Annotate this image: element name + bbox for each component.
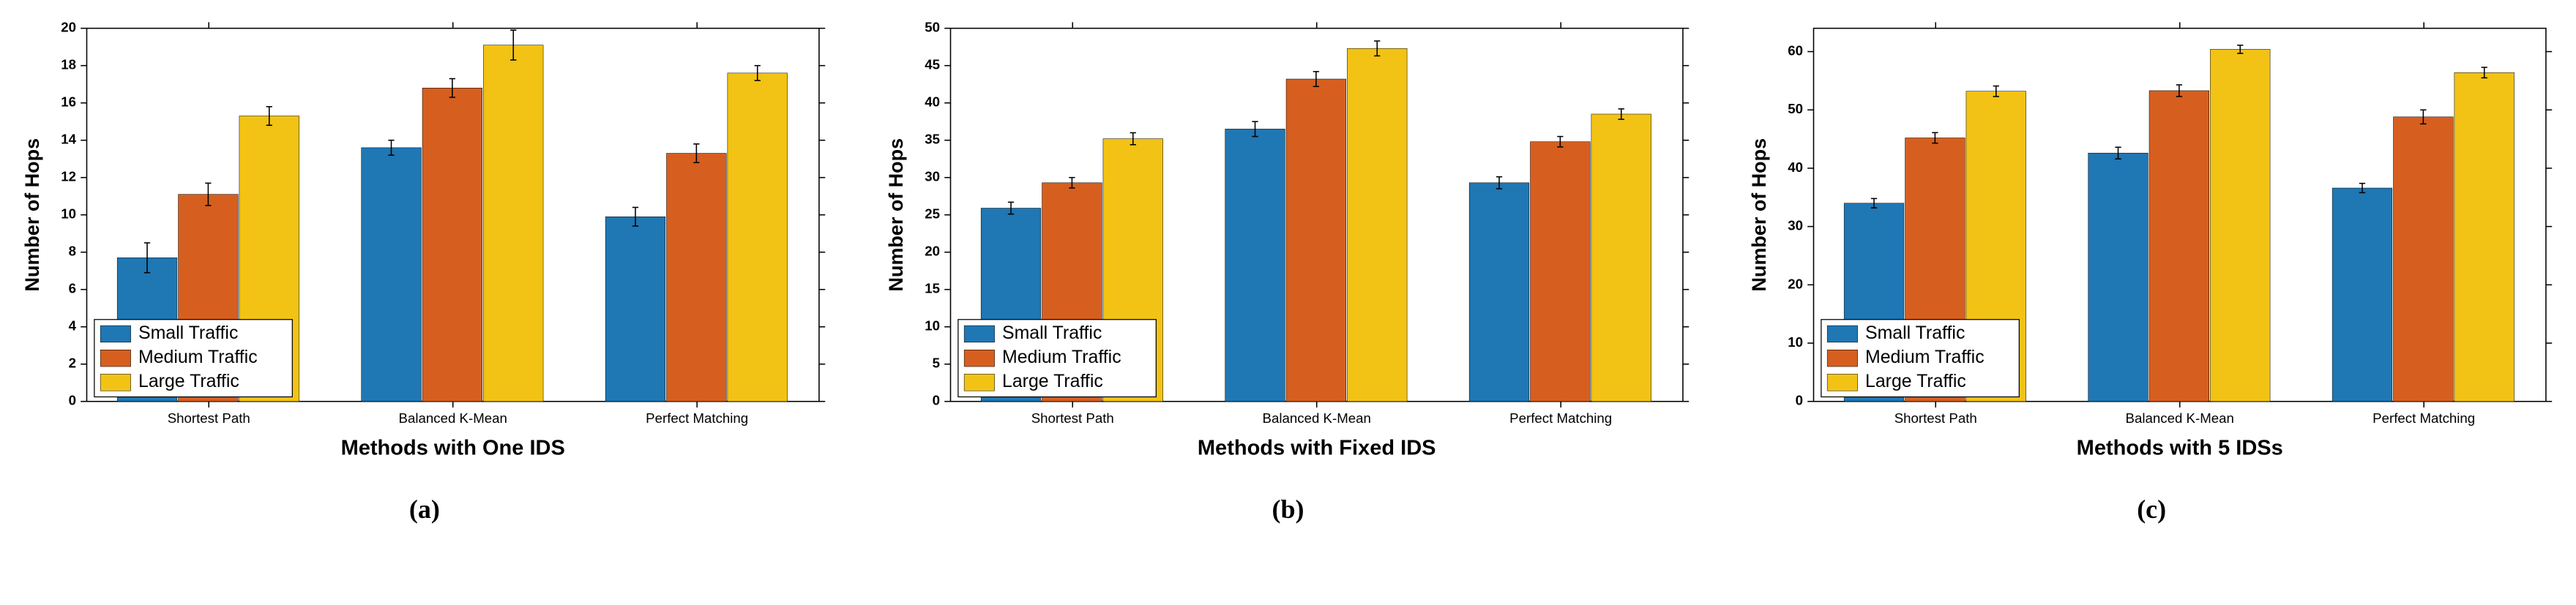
subcaption-b: (b)	[1272, 494, 1304, 525]
ytick-label: 30	[925, 169, 940, 184]
legend-label: Medium Traffic	[138, 347, 258, 367]
ytick-label: 10	[61, 206, 76, 222]
legend-label: Small Traffic	[1002, 323, 1102, 343]
bar	[728, 73, 788, 402]
ytick-label: 20	[925, 244, 940, 259]
panel-a: 0 2 4 6 8 10 12 14 16 18 20 Number of Hops Shortest …	[15, 15, 835, 525]
bar	[2332, 188, 2392, 402]
bar	[1591, 114, 1651, 402]
ytick-label: 20	[61, 20, 76, 35]
legend-swatch	[100, 374, 130, 391]
chart-a: 0 2 4 6 8 10 12 14 16 18 20 Number of Hops Shortest …	[15, 15, 835, 485]
legend-label: Small Traffic	[1865, 323, 1965, 343]
bar	[1347, 48, 1407, 402]
bar	[2088, 153, 2148, 402]
legend-swatch	[964, 350, 994, 367]
ytick-label: 12	[61, 169, 76, 184]
ytick-label: 8	[69, 244, 76, 259]
legend-swatch	[100, 350, 130, 367]
ytick-label: 0	[1796, 393, 1803, 408]
ytick-label: 45	[925, 57, 940, 72]
legend-swatch	[1828, 326, 1858, 342]
bar-chart: 0 10 20 30 40 50 60 Number of Hops Shortest Path…	[1741, 15, 2561, 485]
xtick-label: Shortest Path	[168, 410, 250, 426]
ytick-label: 10	[925, 318, 940, 334]
legend-swatch	[1828, 350, 1858, 367]
xtick-label: Balanced K-Mean	[2126, 410, 2234, 426]
ytick-label: 50	[1788, 101, 1804, 116]
ytick-label: 35	[925, 132, 940, 147]
legend-swatch	[964, 326, 994, 342]
xtick-label: Perfect Matching	[2373, 410, 2476, 426]
y-axis-label: Number of Hops	[1749, 138, 1771, 292]
bar	[667, 154, 727, 402]
ytick-label: 6	[69, 281, 76, 296]
legend-swatch	[964, 374, 994, 391]
legend-label: Large Traffic	[1865, 371, 1966, 391]
bar	[1225, 129, 1285, 401]
ytick-label: 18	[61, 57, 76, 72]
ytick-label: 15	[925, 281, 940, 296]
x-axis-label: Methods with Fixed IDS	[1198, 436, 1436, 459]
bar	[362, 148, 422, 402]
legend-label: Small Traffic	[138, 323, 238, 343]
ytick-label: 25	[925, 206, 940, 222]
bar	[1286, 79, 1346, 402]
bar	[2149, 91, 2209, 402]
y-axis-label: Number of Hops	[885, 138, 907, 292]
bar-chart: 0 2 4 6 8 10 12 14 16 18 20 Number of Hops Shortest …	[15, 15, 835, 485]
ytick-label: 40	[1788, 159, 1804, 175]
ytick-label: 16	[61, 94, 76, 110]
ytick-label: 2	[69, 356, 76, 371]
xtick-label: Shortest Path	[1031, 410, 1113, 426]
subcaption-c: (c)	[2137, 494, 2166, 525]
figure-row: 0 2 4 6 8 10 12 14 16 18 20 Number of Hops Shortest …	[15, 15, 2561, 525]
bar	[2394, 117, 2454, 402]
x-axis-label: Methods with One IDS	[341, 436, 565, 459]
bar	[1530, 142, 1590, 402]
ytick-label: 60	[1788, 42, 1804, 58]
ytick-label: 50	[925, 20, 940, 35]
bar	[483, 45, 543, 402]
ytick-label: 4	[69, 318, 77, 334]
ytick-label: 5	[932, 356, 939, 371]
legend-label: Large Traffic	[138, 371, 239, 391]
ytick-label: 0	[932, 393, 939, 408]
chart-c: 0 10 20 30 40 50 60 Number of Hops Shortest Path…	[1741, 15, 2561, 485]
legend-swatch	[100, 326, 130, 342]
bar	[605, 217, 665, 401]
legend-label: Medium Traffic	[1865, 347, 1985, 367]
ytick-label: 10	[1788, 334, 1804, 350]
x-axis-label: Methods with 5 IDSs	[2077, 436, 2283, 459]
ytick-label: 14	[61, 132, 76, 147]
xtick-label: Perfect Matching	[1509, 410, 1612, 426]
panel-b: 0 5 10 15 20 25 30 35 40 45 50 Number of Hops Shorte…	[878, 15, 1698, 525]
panel-c: 0 10 20 30 40 50 60 Number of Hops Shortest Path…	[1741, 15, 2561, 525]
bar	[422, 88, 482, 401]
xtick-label: Perfect Matching	[646, 410, 748, 426]
subcaption-a: (a)	[409, 494, 440, 525]
bar-chart: 0 5 10 15 20 25 30 35 40 45 50 Number of Hops Shorte…	[878, 15, 1698, 485]
ytick-label: 20	[1788, 276, 1804, 291]
legend-swatch	[1828, 374, 1858, 391]
legend-label: Large Traffic	[1002, 371, 1103, 391]
ytick-label: 30	[1788, 218, 1804, 233]
xtick-label: Balanced K-Mean	[1262, 410, 1370, 426]
xtick-label: Balanced K-Mean	[399, 410, 507, 426]
chart-b: 0 5 10 15 20 25 30 35 40 45 50 Number of Hops Shorte…	[878, 15, 1698, 485]
legend-label: Medium Traffic	[1002, 347, 1121, 367]
ytick-label: 0	[69, 393, 76, 408]
bar	[2211, 49, 2271, 401]
bar	[2454, 72, 2515, 401]
xtick-label: Shortest Path	[1894, 410, 1977, 426]
bar	[1469, 183, 1529, 402]
y-axis-label: Number of Hops	[21, 138, 43, 292]
ytick-label: 40	[925, 94, 940, 110]
